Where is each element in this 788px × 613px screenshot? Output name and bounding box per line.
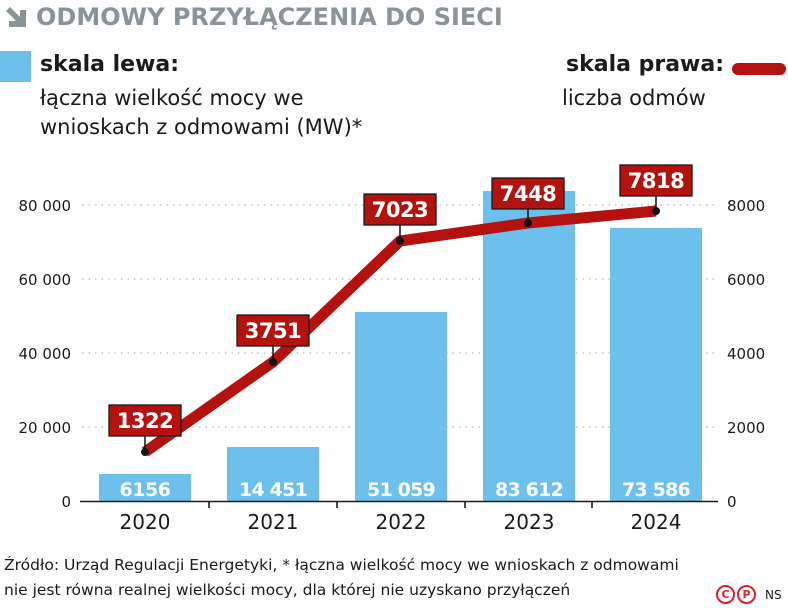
bar-value-label: 83 612 <box>495 479 563 501</box>
x-axis-label: 2023 <box>504 510 555 534</box>
phonogram-icon: P <box>737 585 756 604</box>
copyright-icon: C <box>716 585 735 604</box>
title-text: ODMOWY PRZYŁĄCZENIA DO SIECI <box>36 3 503 31</box>
line-value-label: 7023 <box>372 198 428 222</box>
source-line-2: nie jest równa realnej wielkości mocy, d… <box>4 581 571 599</box>
chart-title: ODMOWY PRZYŁĄCZENIA DO SIECI <box>4 2 503 32</box>
bar-value-label: 14 451 <box>239 479 307 501</box>
line-callout-box <box>236 314 310 347</box>
source-note: Źródło: Urząd Regulacji Energetyki, * łą… <box>4 553 788 603</box>
arrow-down-right-icon <box>4 5 28 29</box>
line-point <box>652 207 660 215</box>
legend-left-description: łączna wielkość mocy we wnioskach z odmo… <box>40 86 363 139</box>
line-value-label: 1322 <box>117 409 173 433</box>
left-axis-tick: 0 <box>61 493 71 511</box>
right-axis-tick: 0 <box>727 493 737 511</box>
right-axis-tick: 4000 <box>727 345 765 363</box>
legend-right-description: liczba odmów <box>562 86 706 110</box>
bar-2021 <box>227 447 319 501</box>
right-axis-tick: 6000 <box>727 271 765 289</box>
credits: C P NS <box>716 585 782 604</box>
x-axis-label: 2021 <box>248 510 299 534</box>
left-axis-tick: 60 000 <box>19 271 72 289</box>
bar-2020 <box>99 474 191 501</box>
line-point <box>141 448 149 456</box>
bar-value-label: 73 586 <box>622 479 690 501</box>
left-axis-tick: 20 000 <box>19 419 72 437</box>
x-axis-label: 2024 <box>631 510 682 534</box>
bar-value-label: 6156 <box>120 479 171 501</box>
line-callout-box <box>108 404 182 437</box>
line-point <box>524 219 532 227</box>
line-value-label: 3751 <box>245 319 301 343</box>
author-initials: NS <box>765 587 782 602</box>
bar-2022 <box>355 312 447 501</box>
bar-2023 <box>483 191 575 501</box>
line-point <box>396 237 404 245</box>
left-axis-tick: 40 000 <box>19 345 72 363</box>
line-value-label: 7448 <box>500 182 556 206</box>
x-axis-label: 2022 <box>376 510 427 534</box>
left-axis-tick: 80 000 <box>19 197 72 215</box>
right-axis-tick: 2000 <box>727 419 765 437</box>
legend-left-heading: skala lewa: <box>40 52 180 77</box>
x-axis-label: 2020 <box>120 510 171 534</box>
line-callout-box <box>363 193 437 226</box>
line-callout-box <box>619 164 693 197</box>
bar-value-label: 51 059 <box>367 479 435 501</box>
right-axis-tick: 8000 <box>727 197 765 215</box>
legend-bar-swatch <box>0 51 31 82</box>
line-callout-box <box>491 177 565 210</box>
line-value-label: 7818 <box>628 169 684 193</box>
x-axis <box>80 500 718 508</box>
chart-area: 80 000 60 000 40 000 20 000 0 8000 6000 … <box>19 164 765 534</box>
legend-right-heading: skala prawa: <box>566 52 725 77</box>
source-line-1: Źródło: Urząd Regulacji Energetyki, * łą… <box>4 556 679 574</box>
legend-line-swatch <box>732 63 786 75</box>
line-point <box>269 358 277 366</box>
bar-2024 <box>610 228 702 501</box>
